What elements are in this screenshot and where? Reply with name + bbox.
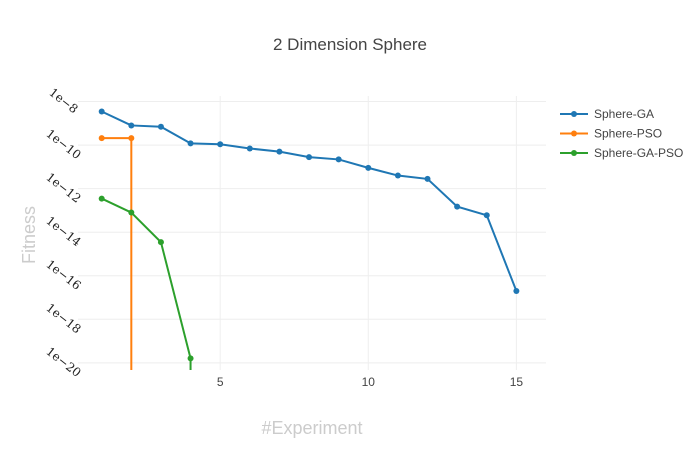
legend-swatch-marker xyxy=(571,111,577,117)
x-tick-label: 15 xyxy=(510,375,524,389)
legend-entry-label[interactable]: Sphere-PSO xyxy=(594,127,662,141)
data-point[interactable] xyxy=(98,108,105,115)
grid-lines xyxy=(78,96,546,370)
plot-area xyxy=(98,108,520,370)
data-point[interactable] xyxy=(128,122,135,129)
data-point[interactable] xyxy=(365,164,372,171)
y-tick-label: 1e−8 xyxy=(46,85,80,116)
y-tick-label: 1e−20 xyxy=(43,344,83,380)
data-point[interactable] xyxy=(217,141,224,148)
data-point[interactable] xyxy=(276,148,283,155)
x-tick-label: 5 xyxy=(217,375,224,389)
legend-swatch-marker xyxy=(571,130,577,137)
data-point[interactable] xyxy=(483,212,490,219)
chart-title: 2 Dimension Sphere xyxy=(273,35,427,54)
x-axis-ticks: 5 10 15 xyxy=(217,375,524,389)
data-point[interactable] xyxy=(335,156,342,163)
y-tick-label: 1e−16 xyxy=(43,257,83,293)
legend-entry-label[interactable]: Sphere-GA-PSO xyxy=(594,146,683,160)
y-tick-label: 1e−14 xyxy=(43,214,83,250)
y-tick-label: 1e−18 xyxy=(43,301,83,337)
data-point[interactable] xyxy=(513,287,520,294)
series-line-sphere-ga xyxy=(101,110,518,292)
legend-entry-label[interactable]: Sphere-GA xyxy=(594,107,654,121)
data-point[interactable] xyxy=(306,154,313,161)
legend[interactable]: Sphere-GA Sphere-PSO Sphere-GA-PSO xyxy=(560,107,683,160)
data-point[interactable] xyxy=(394,172,401,179)
y-tick-label: 1e−10 xyxy=(43,126,83,162)
x-axis-title: #Experiment xyxy=(261,418,362,438)
y-axis-ticks: 1e−8 1e−10 1e−12 1e−14 1e−16 1e−18 1e−20 xyxy=(43,85,83,380)
data-point[interactable] xyxy=(246,145,253,152)
series-line-sphere-ga-pso xyxy=(101,197,192,370)
data-point[interactable] xyxy=(157,123,164,130)
data-point[interactable] xyxy=(187,140,194,147)
data-point[interactable] xyxy=(187,355,194,362)
data-point[interactable] xyxy=(128,209,135,216)
data-point[interactable] xyxy=(454,203,461,210)
data-point[interactable] xyxy=(98,135,105,142)
data-point[interactable] xyxy=(128,135,135,142)
y-axis-title: Fitness xyxy=(19,206,39,264)
series-line-sphere-pso xyxy=(101,137,133,370)
data-point[interactable] xyxy=(157,239,164,246)
data-point[interactable] xyxy=(98,195,105,202)
data-point[interactable] xyxy=(424,175,431,182)
x-tick-label: 10 xyxy=(362,375,376,389)
y-tick-label: 1e−12 xyxy=(43,170,83,206)
legend-swatch-marker xyxy=(571,150,577,156)
